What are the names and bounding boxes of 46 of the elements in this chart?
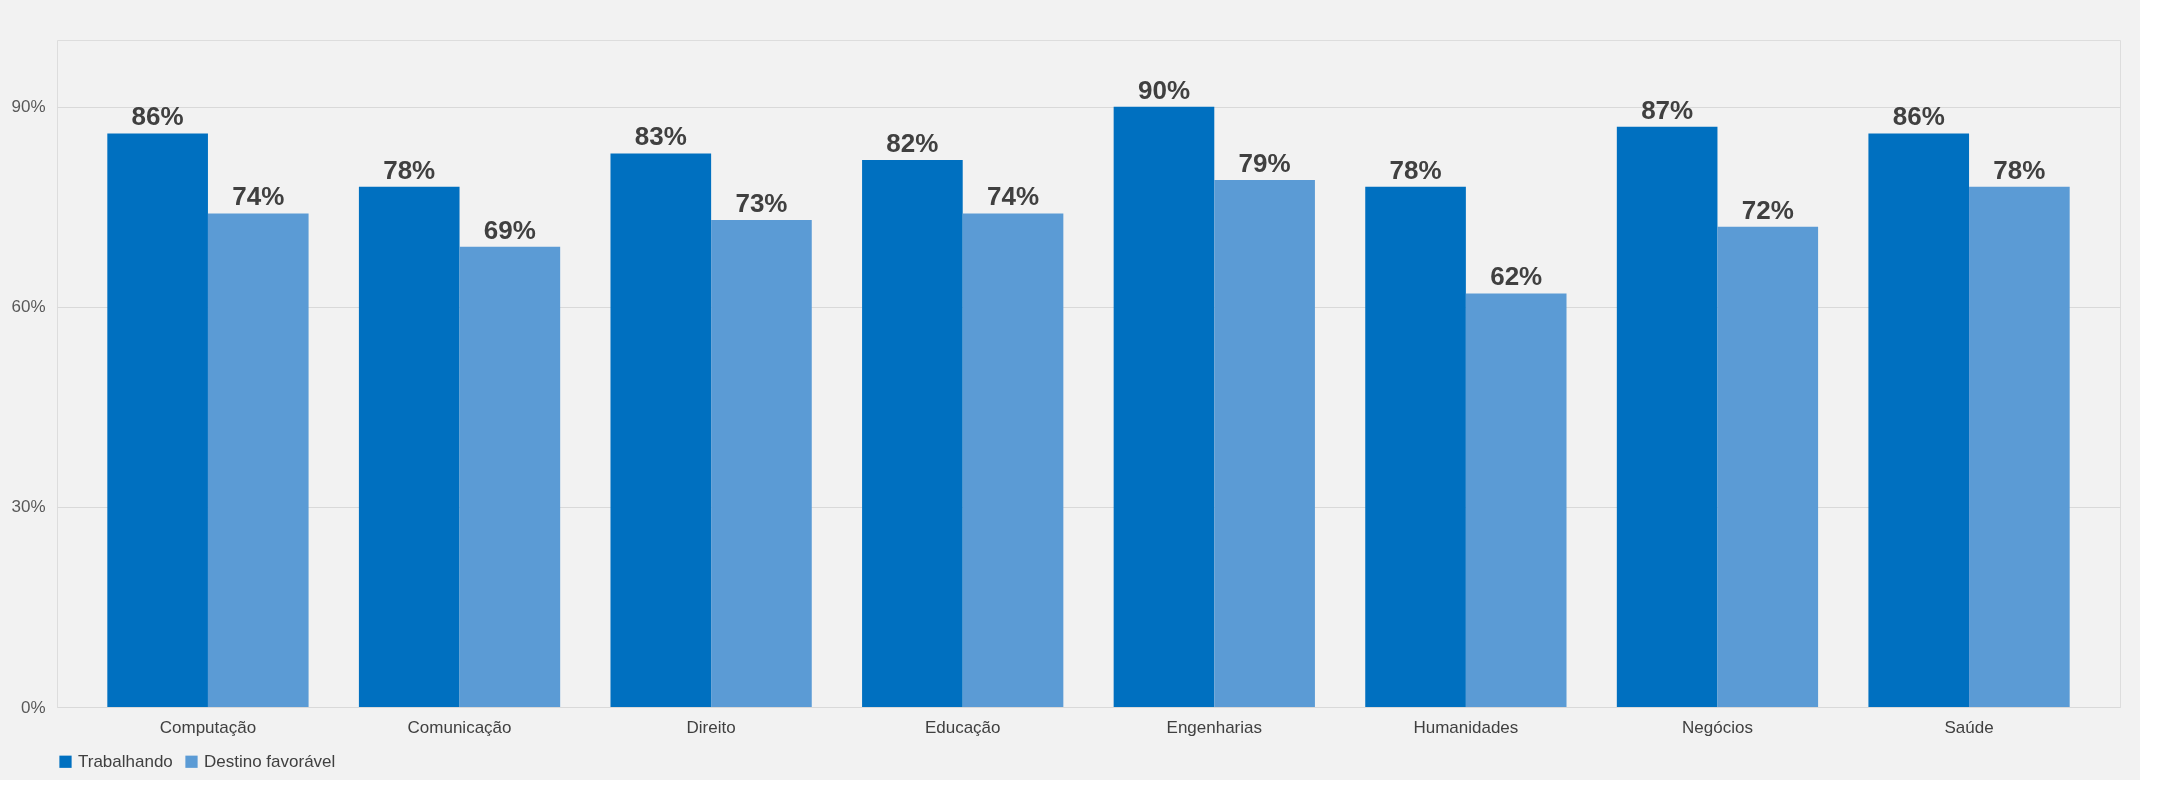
bar xyxy=(1113,106,1215,707)
data-label: 86% xyxy=(1892,101,1945,132)
data-label: 62% xyxy=(1490,261,1543,292)
x-tick-label: Engenharias xyxy=(1166,717,1263,737)
data-label: 72% xyxy=(1741,194,1794,225)
data-label: 87% xyxy=(1641,94,1694,125)
bar xyxy=(1868,133,1970,707)
data-label: 83% xyxy=(634,121,687,152)
data-label: 74% xyxy=(232,181,285,212)
bar xyxy=(962,213,1064,707)
y-tick-label: 30% xyxy=(11,497,46,517)
y-tick-label: 60% xyxy=(11,297,46,317)
data-label: 78% xyxy=(1389,154,1442,185)
bar xyxy=(610,153,712,707)
bar xyxy=(1616,126,1718,707)
bar xyxy=(711,220,812,707)
data-label: 86% xyxy=(131,101,184,132)
y-tick-label: 90% xyxy=(11,97,46,117)
bar xyxy=(459,246,561,707)
x-tick-label: Computação xyxy=(159,717,257,737)
data-label: 90% xyxy=(1137,74,1190,105)
bar xyxy=(862,160,963,707)
bar xyxy=(1717,226,1819,707)
x-tick-label: Direito xyxy=(686,717,736,737)
bar xyxy=(1465,293,1567,707)
bar xyxy=(1214,180,1315,707)
legend-label: Destino favorável xyxy=(204,751,336,771)
y-tick-label: 0% xyxy=(20,697,46,717)
data-label: 82% xyxy=(886,128,939,159)
bar xyxy=(1969,186,2070,707)
data-label: 69% xyxy=(483,214,536,245)
data-label: 78% xyxy=(383,154,436,185)
bar xyxy=(358,186,460,707)
x-tick-label: Humanidades xyxy=(1413,717,1519,737)
bar xyxy=(207,213,309,707)
x-tick-label: Educação xyxy=(924,717,1001,737)
data-label: 73% xyxy=(735,188,788,219)
x-tick-label: Saúde xyxy=(1944,717,1994,737)
bar xyxy=(107,133,208,707)
legend-label: Trabalhando xyxy=(78,751,173,771)
x-tick-label: Negócios xyxy=(1682,717,1753,737)
data-label: 79% xyxy=(1238,148,1291,179)
x-tick-label: Comunicação xyxy=(407,717,512,737)
bar xyxy=(1365,186,1466,707)
data-label: 78% xyxy=(1993,154,2046,185)
data-label: 74% xyxy=(987,181,1040,212)
